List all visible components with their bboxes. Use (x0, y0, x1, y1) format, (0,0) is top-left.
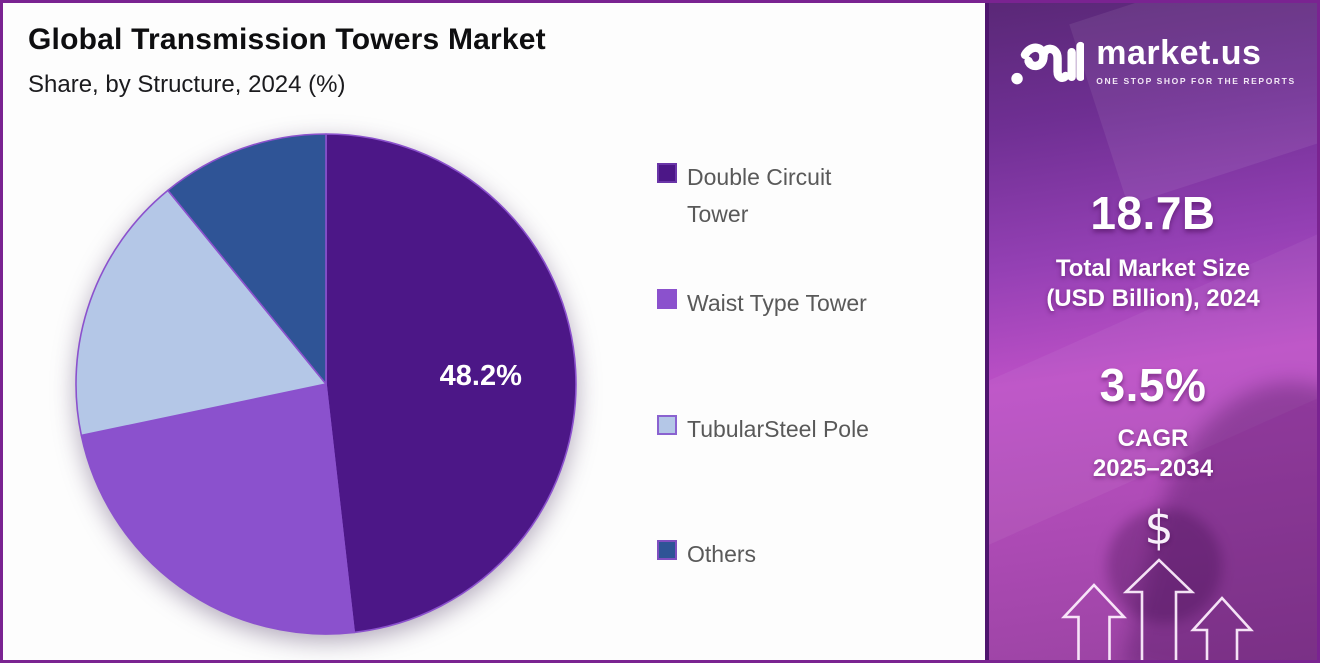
legend-swatch (657, 163, 677, 183)
pie-slice-1 (80, 383, 356, 635)
legend-swatch (657, 289, 677, 309)
brand-name: market.us (1096, 34, 1262, 72)
marketus-logo-icon (1011, 41, 1085, 85)
page-title: Global Transmission Towers Market (28, 23, 546, 56)
cagr-label-line1: CAGR (1117, 425, 1189, 452)
market-size-stat: 18.7B Total Market Size (USD Billion), 2… (989, 186, 1317, 314)
pie-slice-3 (167, 133, 327, 385)
brand-tagline: ONE STOP SHOP FOR THE REPORTS (1096, 76, 1296, 86)
cagr-label: CAGR 2025–2034 (989, 424, 1317, 484)
brand-sidebar: market.us ONE STOP SHOP FOR THE REPORTS … (985, 3, 1317, 660)
market-size-label-line1: Total Market Size (1055, 255, 1251, 282)
header: Global Transmission Towers Market Share,… (28, 23, 958, 99)
logo-text: market.us ONE STOP SHOP FOR THE REPORTS (1096, 36, 1295, 86)
page-subtitle: Share, by Structure, 2024 (%) (28, 71, 346, 98)
legend-item-label: Others (687, 541, 757, 567)
growth-arrow-icon (1122, 558, 1196, 660)
pie-chart: 48.2% (69, 127, 583, 641)
cagr-label-line2: 2025–2034 (1092, 455, 1214, 482)
legend-item-label: TubularSteel Pole (687, 416, 869, 442)
legend-item-tubular-steel-pole: TubularSteel Pole (657, 411, 877, 448)
legend-swatch (657, 540, 677, 560)
legend-item-others: Others (657, 536, 877, 573)
pie-slice-0 (325, 133, 577, 634)
cagr-stat: 3.5% CAGR 2025–2034 (989, 358, 1317, 484)
legend-item-label: Waist Type Tower (687, 290, 867, 316)
growth-arrows (1060, 558, 1254, 660)
market-size-label-line2: (USD Billion), 2024 (1046, 285, 1260, 312)
growth-arrow-icon (1190, 596, 1254, 660)
pie-slice-label: 48.2% (440, 360, 522, 392)
legend-item-waist-type-tower: Waist Type Tower (657, 285, 877, 322)
market-size-label: Total Market Size (USD Billion), 2024 (989, 254, 1317, 314)
growth-arrow-icon (1060, 583, 1128, 660)
market-size-value: 18.7B (1090, 187, 1216, 239)
logo-block: market.us ONE STOP SHOP FOR THE REPORTS (989, 31, 1317, 91)
legend-swatch (657, 415, 677, 435)
legend-item-double-circuit-tower: Double Circuit Tower (657, 159, 877, 233)
pie-chart-svg: 48.2% (75, 133, 577, 635)
pie-slice-2 (75, 189, 327, 437)
dollar-icon: $ (1144, 501, 1174, 555)
legend-item-label: Double Circuit Tower (687, 164, 832, 227)
cagr-value: 3.5% (1099, 359, 1207, 411)
